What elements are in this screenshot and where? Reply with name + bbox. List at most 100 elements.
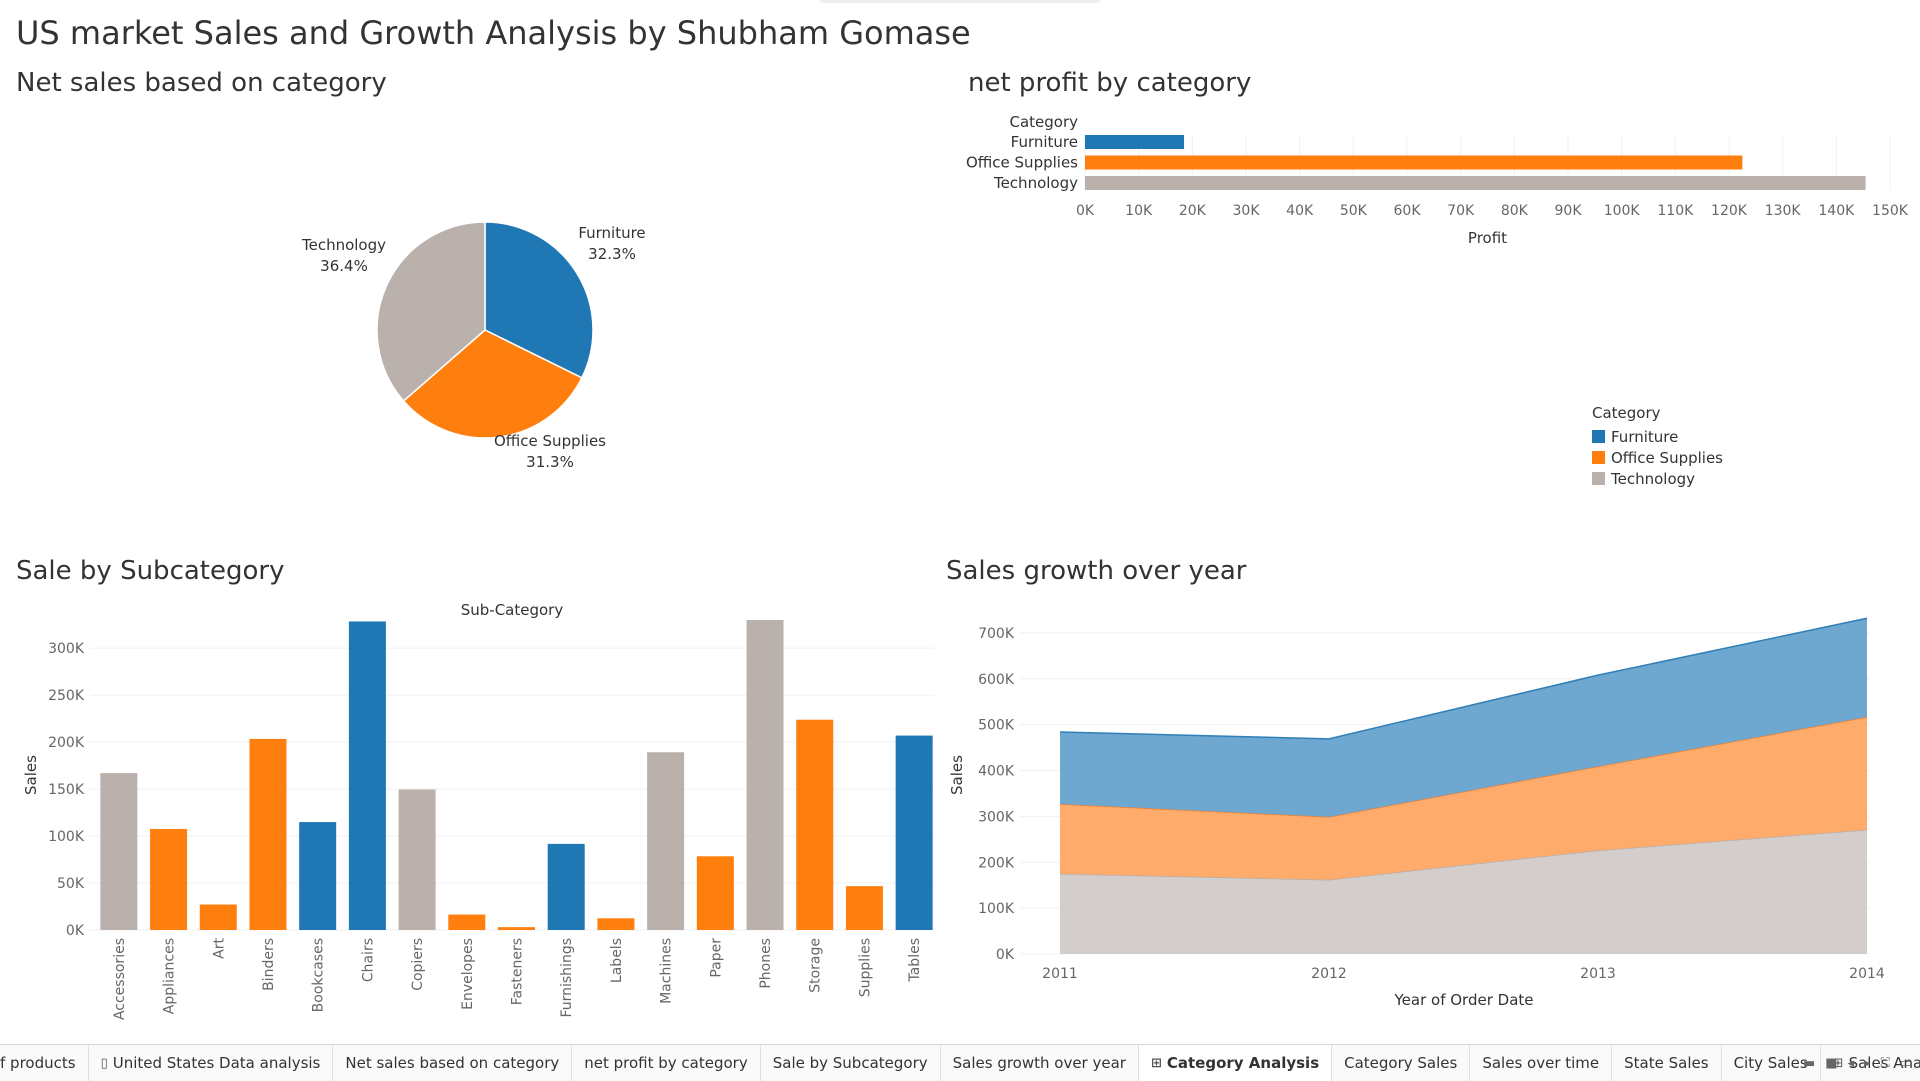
profit-bar-technology[interactable] xyxy=(1085,176,1866,190)
growth-area-office-supplies[interactable] xyxy=(1060,716,1867,880)
subcategory-bar-bookcases[interactable] xyxy=(299,822,337,930)
tab-label: Category Sales xyxy=(1344,1054,1458,1072)
subcategory-category-label: Accessories xyxy=(112,938,128,1020)
tab-label: net profit by category xyxy=(584,1054,748,1072)
legend-item-office-supplies[interactable]: Office Supplies xyxy=(1592,447,1723,468)
top-scroll-indicator xyxy=(820,0,1100,3)
subcategory-bar-binders[interactable] xyxy=(249,738,287,930)
profit-tick-label: 20K xyxy=(1179,203,1207,219)
subcategory-tick-label: 50K xyxy=(57,876,85,892)
prev-sheet-icon[interactable]: ◂ xyxy=(1847,1055,1855,1071)
growth-year-label: 2012 xyxy=(1311,966,1347,982)
subcategory-category-label: Envelopes xyxy=(460,938,476,1010)
subcategory-bar-phones[interactable] xyxy=(746,619,784,930)
subcategory-category-label: Bookcases xyxy=(311,938,327,1012)
profit-bar-office-supplies[interactable] xyxy=(1085,155,1743,170)
filmstrip-icon[interactable]: ■ xyxy=(1825,1055,1838,1071)
subcategory-bar-furnishings[interactable] xyxy=(547,843,585,930)
legend-item-technology[interactable]: Technology xyxy=(1592,468,1723,489)
pie-slice-furniture[interactable] xyxy=(484,221,594,379)
subcategory-header: Sub-Category xyxy=(461,601,564,619)
tab-sales-over-time[interactable]: Sales over time xyxy=(1470,1045,1613,1081)
growth-tick-label: 200K xyxy=(978,855,1015,871)
tab-category-sales[interactable]: Category Sales xyxy=(1332,1045,1471,1081)
pie-chart[interactable]: Furniture 32.3% Office Supplies 31.3% Techno… xyxy=(0,100,940,530)
growth-chart-title: Sales growth over year xyxy=(946,556,1247,586)
subcategory-bar-art[interactable] xyxy=(199,904,237,930)
tab-city-sales[interactable]: City Sales xyxy=(1722,1045,1821,1081)
profit-tick-label: 70K xyxy=(1447,203,1475,219)
subcategory-bar-tables[interactable] xyxy=(895,735,933,930)
subcategory-bar-paper[interactable] xyxy=(696,856,734,930)
subcategory-category-label: Art xyxy=(211,937,227,958)
tab-category-analysis[interactable]: ⊞ Category Analysis xyxy=(1138,1045,1333,1081)
subcategory-bar-accessories[interactable] xyxy=(100,773,138,930)
tab-sales-analysis[interactable]: ⊞Sales Analysis xyxy=(1821,1045,1920,1081)
dashboard-icon: ⊞ xyxy=(1150,1055,1162,1071)
pie-slice-office-supplies[interactable] xyxy=(402,329,583,439)
profit-tick-label: 80K xyxy=(1501,203,1529,219)
growth-tick-label: 500K xyxy=(978,718,1015,734)
tab-united-states-data-analysis[interactable]: ▯ United States Data analysis xyxy=(89,1045,334,1081)
subcategory-bar-chart[interactable]: Sub-Category 0K 50K 100K 150K 200K 250K 300K Sal… xyxy=(0,590,940,1030)
subcategory-category-label: Chairs xyxy=(360,938,376,982)
subcategory-bar-labels[interactable] xyxy=(597,918,635,930)
subcategory-bar-chairs[interactable] xyxy=(348,621,386,930)
subcategory-tick-label: 0K xyxy=(66,923,85,939)
tab-sale-by-subcategory[interactable]: Sale by Subcategory xyxy=(761,1045,941,1081)
subcategory-bar-supplies[interactable] xyxy=(845,886,883,930)
subcategory-bar-machines[interactable] xyxy=(647,752,685,930)
profit-tick-label: 50K xyxy=(1340,203,1368,219)
subcategory-bar-appliances[interactable] xyxy=(150,828,188,930)
profit-category-header: Category xyxy=(1009,113,1078,131)
pie-pct-office-supplies: 31.3% xyxy=(526,453,574,471)
tab-f-products[interactable]: f products xyxy=(0,1045,89,1081)
next-sheet-icon[interactable]: ▸ xyxy=(1864,1055,1871,1071)
tab-state-sales[interactable]: State Sales xyxy=(1612,1045,1722,1081)
profit-chart-title: net profit by category xyxy=(968,68,1252,98)
growth-area-technology[interactable] xyxy=(1060,829,1867,954)
sheet-sorter-icon[interactable]: ▬ xyxy=(1802,1055,1816,1071)
legend-title: Category xyxy=(1592,404,1661,422)
profit-bar-furniture[interactable] xyxy=(1085,135,1185,149)
fullscreen-icon[interactable]: ⛶ xyxy=(1880,1055,1890,1071)
profit-tick-label: 10K xyxy=(1125,203,1153,219)
category-legend[interactable]: Category Furniture Office Supplies Techn… xyxy=(1592,404,1723,489)
profit-bar-chart[interactable]: 0K 10K 20K 30K 40K 50K 60K 70K 80K 90K 100K 110K 120… xyxy=(960,100,1920,260)
growth-tick-label: 600K xyxy=(978,672,1015,688)
tab-label: Sales growth over year xyxy=(952,1054,1126,1072)
subcategory-category-label: Storage xyxy=(808,938,824,993)
story-icon: ▯ xyxy=(100,1055,108,1071)
tab-net-profit-by-category[interactable]: net profit by category xyxy=(572,1045,761,1081)
sheet-tab-bar: f products ▯ United States Data analysis Ne… xyxy=(0,1044,1920,1081)
growth-tick-label: 700K xyxy=(978,626,1015,642)
growth-year-label: 2011 xyxy=(1042,966,1078,982)
growth-year-label: 2014 xyxy=(1849,966,1885,982)
profit-tick-label: 100K xyxy=(1604,203,1641,219)
subcategory-bar-copiers[interactable] xyxy=(398,789,436,930)
profit-row-label: Furniture xyxy=(1011,133,1078,151)
subcategory-bar-storage[interactable] xyxy=(796,719,834,930)
legend-item-furniture[interactable]: Furniture xyxy=(1592,426,1723,447)
profit-x-axis-title: Profit xyxy=(1468,229,1507,247)
tab-sales-growth-over-year[interactable]: Sales growth over year xyxy=(941,1045,1139,1081)
tab-net-sales-based-on-category[interactable]: Net sales based on category xyxy=(333,1045,573,1081)
subcategory-y-axis-title: Sales xyxy=(22,755,40,795)
profit-row-label: Technology xyxy=(993,174,1078,192)
growth-tick-label: 300K xyxy=(978,809,1015,825)
subcategory-category-label: Furnishings xyxy=(559,938,575,1018)
growth-y-axis-title: Sales xyxy=(948,755,966,795)
tab-label: f products xyxy=(0,1054,76,1072)
growth-line-furniture xyxy=(1059,617,1868,740)
pie-slice-technology[interactable] xyxy=(376,221,486,402)
subcategory-category-label: Supplies xyxy=(857,938,873,997)
profit-tick-label: 150K xyxy=(1872,203,1909,219)
dashboard-icon: ⊞ xyxy=(1832,1055,1844,1071)
presentation-icon[interactable]: ▭ xyxy=(1899,1055,1912,1071)
subcategory-bar-envelopes[interactable] xyxy=(448,914,486,930)
sales-growth-area-chart[interactable]: 0K 100K 200K 300K 400K 500K 600K 700K 2011 2012 20… xyxy=(940,590,1920,1030)
growth-area-furniture[interactable] xyxy=(1060,618,1867,817)
legend-label: Furniture xyxy=(1611,427,1679,446)
subcategory-bar-fasteners[interactable] xyxy=(498,927,535,930)
subcategory-tick-label: 150K xyxy=(48,782,85,798)
